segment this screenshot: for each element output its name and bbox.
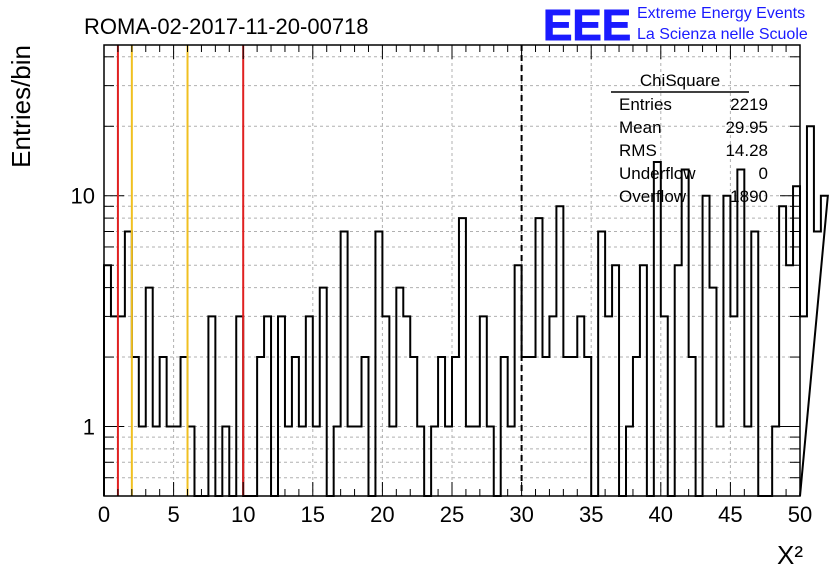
stats-rows: Entries 2219 Mean 29.95 RMS 14.28 Underflow 0 Ov…: [619, 95, 768, 206]
histogram-bin: [556, 206, 563, 496]
y-minor-ticks: [104, 56, 800, 479]
histogram-bin: [306, 316, 313, 496]
histogram-bin: [278, 316, 285, 496]
eee-logo-line1: Extreme Energy Events: [637, 5, 805, 22]
histogram-bin: [577, 316, 584, 496]
x-axis-ticks: 0 5 10 15 20 25 30 35 40 45 50: [98, 45, 812, 527]
stats-row-value: 29.95: [725, 118, 768, 137]
x-tick-label: 10: [231, 502, 255, 527]
x-tick-label: 0: [98, 502, 110, 527]
histogram-bin: [264, 316, 271, 496]
stats-row-label: RMS: [619, 141, 657, 160]
histogram-outline: [103, 125, 829, 497]
x-tick-label: 35: [579, 502, 603, 527]
x-tick-label: 45: [718, 502, 742, 527]
histogram-bin: [807, 126, 814, 496]
histogram-bin: [786, 265, 793, 496]
histogram-bin: [598, 231, 605, 496]
x-tick-label: 15: [301, 502, 325, 527]
histogram-bin: [146, 288, 153, 496]
eee-logo: EEE Extreme Energy Events La Scienza nel…: [543, 1, 808, 51]
stats-row-label: Mean: [619, 118, 662, 137]
histogram-bin: [125, 231, 132, 496]
histogram-bin: [730, 316, 737, 496]
histogram-bin: [375, 231, 382, 496]
histogram-bin: [549, 316, 556, 496]
x-tick-label: 50: [788, 502, 812, 527]
histogram-bin: [661, 316, 668, 496]
histogram-bin: [612, 265, 619, 496]
stats-box-name: ChiSquare: [640, 71, 720, 90]
stats-row-value: 0: [759, 164, 768, 183]
histogram-bin: [779, 206, 786, 496]
histogram-bin: [814, 231, 821, 496]
histogram-bin: [396, 288, 403, 496]
histogram-bin: [723, 196, 730, 496]
histogram-bin: [236, 316, 243, 496]
histogram-bin: [403, 316, 410, 496]
histogram-bin: [208, 316, 215, 496]
stats-row-label: Underflow: [619, 164, 696, 183]
histogram-bin: [382, 316, 389, 496]
x-tick-label: 25: [440, 502, 464, 527]
stats-row-value: 1890: [730, 187, 768, 206]
stats-row-value: 2219: [730, 95, 768, 114]
histogram-bin: [640, 265, 647, 496]
histogram-bin: [480, 316, 487, 496]
x-tick-label: 20: [370, 502, 394, 527]
stats-row-value: 14.28: [725, 141, 768, 160]
histogram-bin: [111, 316, 118, 496]
stats-box: ChiSquare Entries 2219 Mean 29.95 RMS 14.28 Un…: [611, 71, 768, 206]
histogram-bin: [710, 288, 717, 496]
histogram-bin: [675, 265, 682, 496]
stats-row-label: Entries: [619, 95, 672, 114]
histogram-bin: [654, 162, 661, 496]
y-axis-ticks: 1 10: [71, 184, 95, 440]
eee-logo-line2: La Scienza nelle Scuole: [637, 26, 808, 43]
histogram-bin: [320, 288, 327, 496]
histogram-bin: [118, 316, 125, 496]
histogram-layer: [103, 125, 829, 497]
histogram-bin: [341, 231, 348, 496]
eee-logo-mark: EEE: [543, 1, 631, 50]
y-tick-label: 10: [71, 184, 95, 209]
reference-lines: [116, 45, 523, 496]
y-tick-label: 1: [83, 415, 95, 440]
histogram-bin: [515, 265, 522, 496]
histogram-bin: [605, 316, 612, 496]
x-axis-title: X²: [777, 540, 803, 570]
histogram-bin: [104, 265, 111, 496]
y-axis-title: Entries/bin: [6, 45, 36, 168]
x-tick-label: 40: [649, 502, 673, 527]
x-tick-label: 5: [167, 502, 179, 527]
histogram-bin: [793, 186, 800, 496]
histogram-bin: [703, 196, 710, 496]
x-tick-label: 30: [509, 502, 533, 527]
histogram-bin: [751, 231, 758, 496]
stats-row-label: Overflow: [619, 187, 687, 206]
chart-title: ROMA-02-2017-11-20-00718: [84, 14, 369, 39]
